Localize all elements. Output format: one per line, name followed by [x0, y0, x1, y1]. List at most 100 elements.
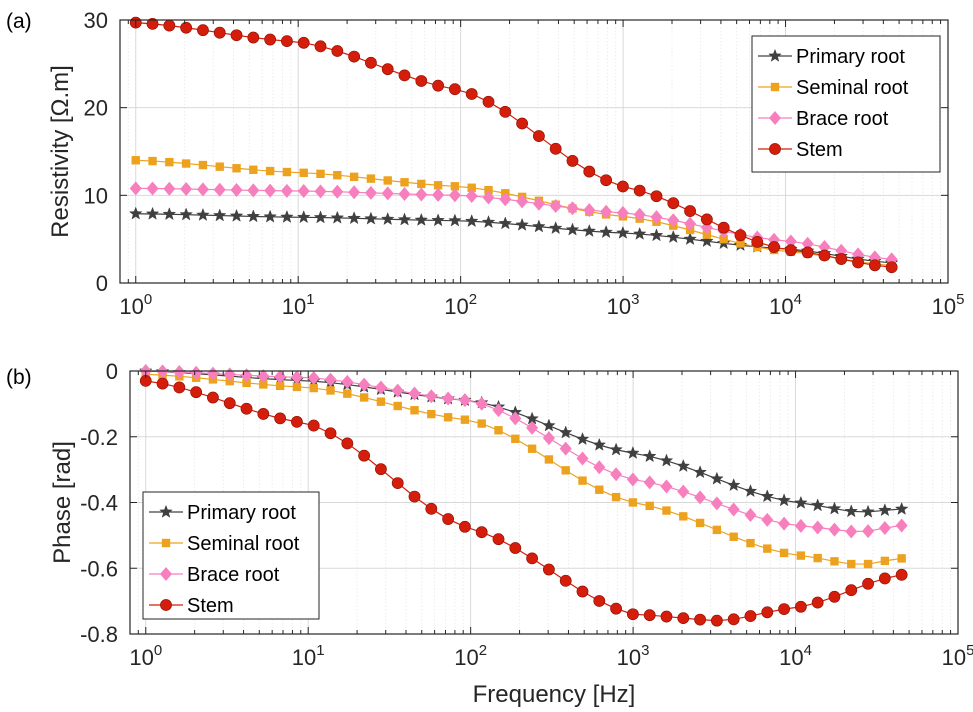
data-point	[736, 239, 745, 248]
data-point	[719, 235, 728, 244]
data-point	[408, 386, 421, 401]
data-point	[207, 391, 219, 404]
x-tick-label: 101	[282, 291, 315, 319]
data-point	[230, 183, 243, 198]
data-point	[257, 408, 270, 420]
data-point	[576, 451, 589, 466]
data-point	[410, 406, 419, 415]
legend-item: Stem	[149, 595, 234, 617]
data-point	[796, 551, 806, 560]
data-point	[146, 181, 159, 196]
data-point	[760, 489, 775, 503]
tick-marks	[129, 370, 959, 635]
data-point	[148, 156, 157, 166]
legend-item: Brace root	[149, 564, 280, 586]
series-line	[145, 370, 902, 533]
data-point	[341, 437, 354, 450]
data-point	[297, 184, 310, 199]
y-tick-label: -0.4	[80, 491, 118, 516]
data-point	[173, 365, 186, 380]
data-point	[509, 411, 522, 426]
data-point	[433, 181, 443, 190]
series-line	[135, 213, 892, 264]
data-point	[616, 225, 630, 239]
data-point	[263, 209, 277, 223]
data-point	[223, 397, 236, 410]
data-point	[197, 24, 209, 37]
data-point	[794, 600, 807, 613]
data-point	[828, 522, 841, 537]
data-point	[326, 386, 335, 395]
legend-marker	[160, 567, 172, 581]
y-tick-label: 0	[106, 359, 118, 384]
data-point	[897, 554, 906, 563]
data-point	[878, 572, 891, 585]
data-point	[383, 176, 392, 185]
data-point	[330, 210, 345, 224]
data-point	[398, 186, 411, 201]
legend-marker	[768, 48, 782, 62]
data-point	[397, 212, 412, 226]
data-point	[316, 169, 325, 179]
legend-marker	[769, 111, 781, 125]
data-point	[347, 211, 361, 225]
data-point	[348, 50, 361, 63]
data-point	[131, 156, 140, 165]
data-point	[213, 26, 226, 39]
x-tick-label: 102	[444, 291, 477, 319]
series-line	[135, 187, 892, 260]
data-point	[349, 172, 359, 182]
data-point	[878, 503, 892, 517]
data-point	[828, 590, 841, 603]
legend-label: Stem	[796, 139, 843, 161]
y-tick-label: 30	[84, 8, 108, 33]
data-point	[180, 21, 193, 34]
data-point	[626, 608, 639, 621]
y-axis-label: Phase [rad]	[49, 441, 76, 564]
data-point	[593, 595, 606, 607]
data-point	[484, 185, 493, 195]
data-point	[265, 166, 275, 176]
data-point	[499, 105, 512, 118]
x-tick-label: 104	[769, 291, 802, 319]
data-point	[778, 603, 790, 616]
data-point	[549, 142, 562, 155]
y-axis-label: Resistivity [Ω.m]	[47, 65, 74, 238]
series-stem	[139, 374, 908, 627]
data-point	[432, 79, 445, 92]
data-point	[895, 568, 908, 581]
data-point	[417, 179, 426, 189]
data-point	[565, 222, 580, 236]
data-point	[212, 208, 227, 222]
data-point	[761, 606, 774, 619]
data-point	[246, 209, 261, 223]
data-point	[341, 374, 354, 389]
data-point	[179, 207, 193, 221]
data-point	[281, 35, 293, 48]
data-point	[509, 542, 522, 554]
chart-panel-a: (a) 100 101 102 103 104 105 0 10 20 30 Resistivity …	[6, 8, 964, 319]
y-tick-label: 10	[84, 183, 108, 208]
data-point	[700, 213, 713, 226]
data-point	[702, 230, 712, 239]
data-point	[380, 212, 395, 226]
data-point	[343, 389, 352, 398]
data-point	[813, 553, 822, 563]
data-point	[633, 207, 646, 222]
legend-label: Stem	[187, 595, 234, 617]
data-point	[810, 498, 825, 512]
legend-label: Brace root	[796, 108, 889, 130]
data-point	[626, 472, 639, 487]
data-point	[364, 185, 377, 200]
data-point	[576, 585, 589, 598]
data-point	[274, 412, 287, 425]
data-point	[449, 83, 461, 96]
data-point	[297, 36, 310, 49]
data-point	[862, 577, 874, 590]
data-point	[128, 206, 143, 220]
series-brace-root	[129, 181, 898, 267]
data-point	[844, 504, 859, 518]
legend-label: Seminal root	[796, 77, 909, 99]
data-point	[393, 401, 402, 411]
